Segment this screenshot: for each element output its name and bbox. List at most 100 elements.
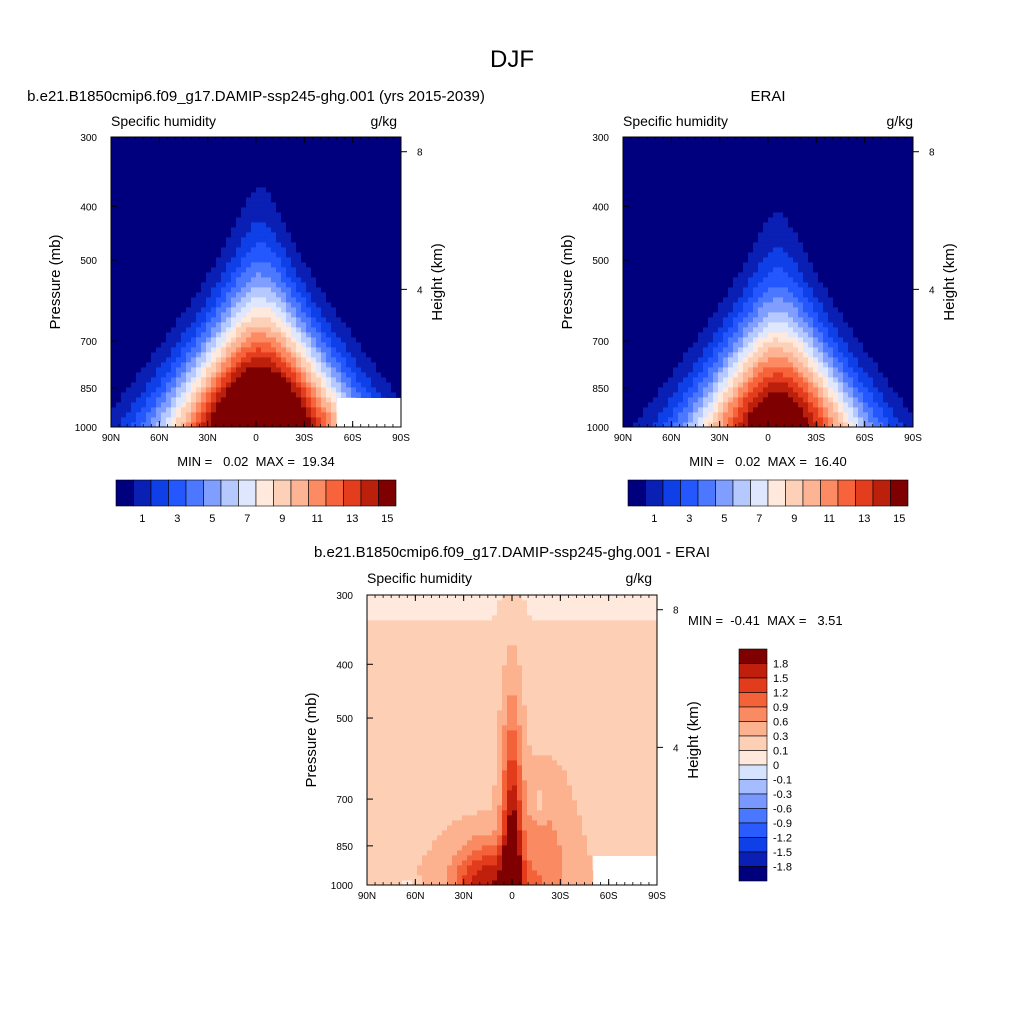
heatmap-cell: [276, 212, 282, 218]
heatmap-cell: [126, 152, 132, 158]
heatmap-cell: [648, 287, 654, 293]
heatmap-cell: [261, 332, 267, 338]
heatmap-cell: [291, 227, 297, 233]
heatmap-cell: [241, 157, 247, 163]
heatmap-cell: [241, 312, 247, 318]
heatmap-cell: [221, 407, 227, 413]
heatmap-cell: [723, 217, 729, 223]
heatmap-cell: [291, 252, 297, 258]
heatmap-cell: [728, 422, 734, 428]
heatmap-cell: [236, 417, 242, 423]
heatmap-cell: [231, 247, 237, 253]
heatmap-cell: [683, 227, 689, 233]
heatmap-cell: [371, 242, 377, 248]
heatmap-cell: [201, 402, 207, 408]
heatmap-cell: [653, 142, 659, 148]
heatmap-cell: [131, 422, 137, 428]
heatmap-cell: [161, 247, 167, 253]
heatmap-cell: [386, 202, 392, 208]
heatmap-cell: [171, 337, 177, 343]
heatmap-cell: [241, 327, 247, 333]
heatmap-cell: [658, 172, 664, 178]
heatmap-cell: [638, 322, 644, 328]
heatmap-cell: [261, 202, 267, 208]
heatmap-cell: [306, 312, 312, 318]
heatmap-cell: [351, 252, 357, 258]
heatmap-cell: [226, 287, 232, 293]
heatmap-cell: [286, 357, 292, 363]
heatmap-cell: [291, 367, 297, 373]
heatmap-cell: [126, 262, 132, 268]
heatmap-cell: [366, 382, 372, 388]
heatmap-cell: [196, 172, 202, 178]
heatmap-cell: [266, 317, 272, 323]
heatmap-cell: [161, 207, 167, 213]
heatmap-cell: [181, 347, 187, 353]
heatmap-cell: [638, 147, 644, 153]
heatmap-cell: [346, 147, 352, 153]
heatmap-cell: [221, 287, 227, 293]
heatmap-cell: [166, 322, 172, 328]
heatmap-cell: [638, 207, 644, 213]
heatmap-cell: [206, 347, 212, 353]
heatmap-cell: [301, 297, 307, 303]
heatmap-cell: [723, 332, 729, 338]
heatmap-cell: [151, 177, 157, 183]
heatmap-cell: [316, 292, 322, 298]
heatmap-cell: [668, 412, 674, 418]
heatmap-cell: [231, 407, 237, 413]
heatmap-cell: [628, 377, 634, 383]
heatmap-cell: [703, 292, 709, 298]
heatmap-cell: [141, 187, 147, 193]
heatmap-cell: [201, 182, 207, 188]
heatmap-cell: [743, 172, 749, 178]
heatmap-cell: [688, 322, 694, 328]
heatmap-cell: [356, 157, 362, 163]
heatmap-cell: [296, 377, 302, 383]
heatmap-cell: [161, 297, 167, 303]
heatmap-cell: [381, 247, 387, 253]
heatmap-cell: [703, 182, 709, 188]
heatmap-cell: [256, 182, 262, 188]
heatmap-cell: [376, 157, 382, 163]
heatmap-cell: [678, 187, 684, 193]
heatmap-cell: [723, 382, 729, 388]
heatmap-cell: [136, 277, 142, 283]
heatmap-cell: [391, 282, 397, 288]
heatmap-cell: [271, 232, 277, 238]
heatmap-cell: [271, 277, 277, 283]
heatmap-cell: [161, 387, 167, 393]
heatmap-cell: [236, 387, 242, 393]
heatmap-cell: [316, 137, 322, 143]
heatmap-cell: [713, 222, 719, 228]
heatmap-cell: [396, 212, 402, 218]
heatmap-cell: [171, 217, 177, 223]
heatmap-cell: [126, 347, 132, 353]
heatmap-cell: [176, 322, 182, 328]
heatmap-cell: [281, 322, 287, 328]
heatmap-cell: [341, 167, 347, 173]
heatmap-cell: [266, 142, 272, 148]
heatmap-cell: [638, 367, 644, 373]
heatmap-cell: [728, 337, 734, 343]
heatmap-cell: [116, 367, 122, 373]
heatmap-cell: [653, 172, 659, 178]
heatmap-cell: [161, 147, 167, 153]
heatmap-cell: [668, 422, 674, 428]
heatmap-cell: [718, 372, 724, 378]
heatmap-cell: [226, 257, 232, 263]
heatmap-cell: [216, 202, 222, 208]
heatmap-cell: [321, 362, 327, 368]
heatmap-cell: [191, 262, 197, 268]
heatmap-cell: [658, 137, 664, 143]
heatmap-cell: [653, 282, 659, 288]
heatmap-cell: [221, 227, 227, 233]
heatmap-cell: [396, 227, 402, 233]
heatmap-cell: [703, 372, 709, 378]
heatmap-cell: [688, 157, 694, 163]
heatmap-cell: [146, 157, 152, 163]
heatmap-cell: [356, 152, 362, 158]
heatmap-cell: [321, 227, 327, 233]
heatmap-cell: [633, 372, 639, 378]
heatmap-cell: [703, 167, 709, 173]
